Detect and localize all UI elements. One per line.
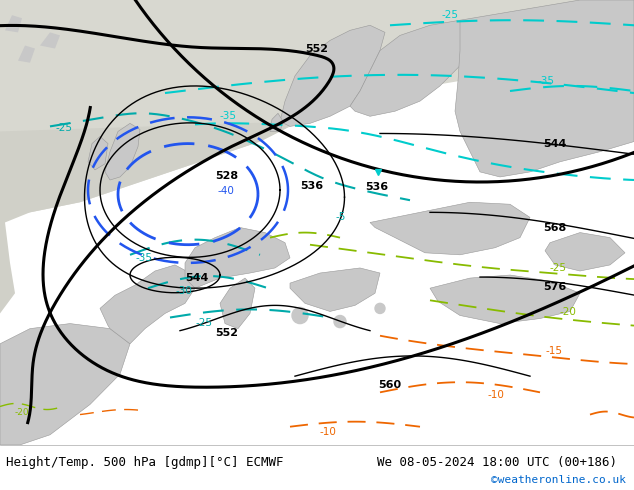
Text: We 08-05-2024 18:00 UTC (00+186): We 08-05-2024 18:00 UTC (00+186): [377, 457, 618, 469]
Polygon shape: [0, 0, 300, 314]
Polygon shape: [430, 275, 580, 323]
Polygon shape: [350, 20, 480, 116]
Text: -5: -5: [335, 213, 346, 222]
Text: 528: 528: [215, 171, 238, 181]
Polygon shape: [40, 32, 60, 49]
Text: 536: 536: [300, 181, 323, 191]
Text: -25: -25: [550, 263, 567, 273]
Text: -25: -25: [442, 10, 459, 20]
Text: -20: -20: [560, 308, 577, 318]
Text: 552: 552: [305, 44, 328, 53]
Polygon shape: [0, 0, 634, 218]
Polygon shape: [280, 25, 385, 126]
Text: 576: 576: [543, 282, 566, 292]
Polygon shape: [18, 46, 35, 63]
Text: -10: -10: [320, 427, 337, 437]
Polygon shape: [0, 323, 130, 445]
Text: -40: -40: [218, 186, 235, 196]
Polygon shape: [88, 137, 108, 170]
Text: 568: 568: [543, 222, 566, 233]
Polygon shape: [290, 268, 380, 312]
Text: -35: -35: [135, 253, 152, 263]
Text: ©weatheronline.co.uk: ©weatheronline.co.uk: [491, 475, 626, 485]
Circle shape: [292, 307, 308, 323]
Polygon shape: [220, 278, 255, 329]
Text: 544: 544: [543, 139, 566, 148]
Text: Height/Temp. 500 hPa [gdmp][°C] ECMWF: Height/Temp. 500 hPa [gdmp][°C] ECMWF: [6, 457, 284, 469]
Text: -10: -10: [487, 391, 504, 400]
Polygon shape: [100, 265, 195, 344]
Text: 560: 560: [378, 380, 401, 391]
Text: -35: -35: [538, 76, 555, 86]
Polygon shape: [270, 113, 283, 131]
Polygon shape: [455, 0, 634, 177]
Polygon shape: [5, 15, 22, 32]
Text: 544: 544: [185, 273, 209, 283]
Polygon shape: [545, 233, 625, 271]
Polygon shape: [105, 123, 140, 180]
Circle shape: [375, 303, 385, 314]
Circle shape: [334, 316, 346, 328]
Text: -15: -15: [545, 346, 562, 356]
Text: -30: -30: [175, 286, 192, 296]
Text: -20: -20: [15, 408, 30, 416]
Text: -35: -35: [220, 111, 237, 122]
Text: -25: -25: [195, 318, 212, 328]
Text: 536: 536: [365, 182, 388, 192]
Polygon shape: [185, 227, 290, 288]
Polygon shape: [370, 202, 530, 255]
Text: -25: -25: [55, 123, 72, 133]
Text: 552: 552: [215, 328, 238, 338]
